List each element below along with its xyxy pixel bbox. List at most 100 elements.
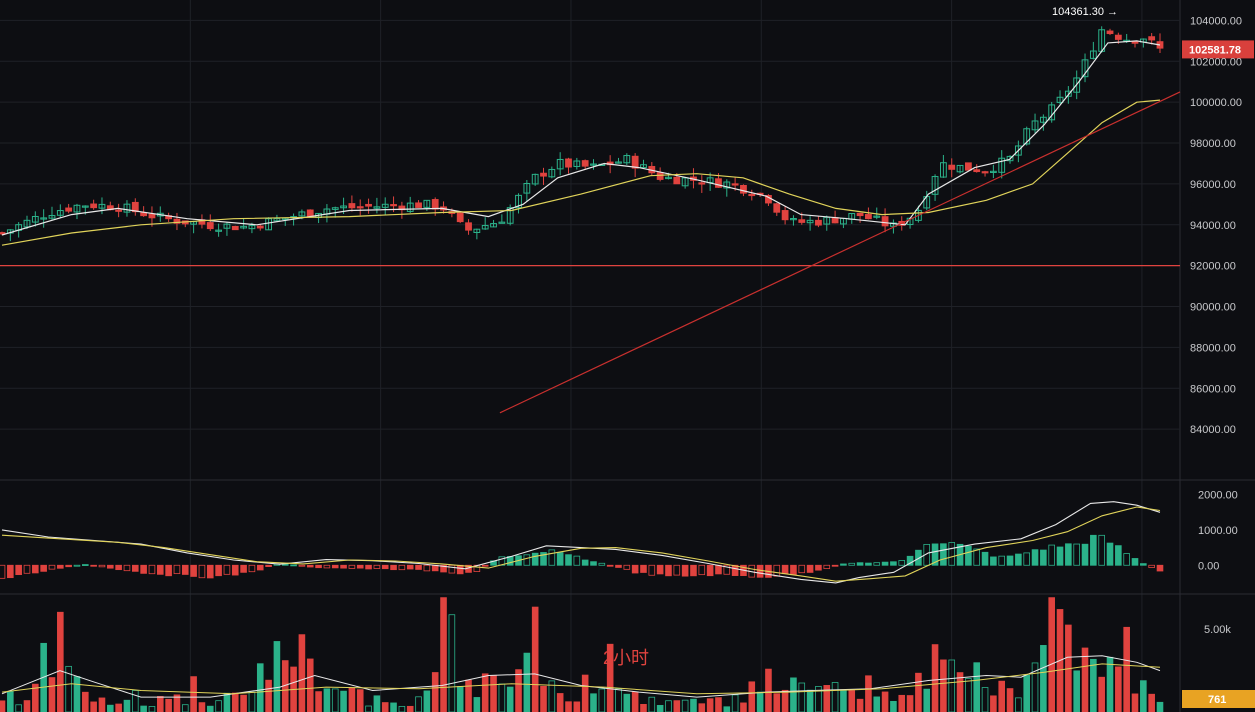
macd-bar <box>57 564 64 569</box>
macd-bar <box>415 564 422 570</box>
volume-bar <box>431 672 439 712</box>
macd-tick-label: 2000.00 <box>1198 490 1238 502</box>
macd-bar <box>881 561 889 566</box>
price-tick-label: 96000.00 <box>1190 179 1236 191</box>
volume-bars <box>0 597 1164 712</box>
volume-bar <box>898 694 906 712</box>
macd-bar <box>73 564 81 567</box>
candle-body <box>656 172 664 180</box>
macd-bar <box>348 564 356 569</box>
volume-bar <box>32 683 39 712</box>
candle-body <box>1056 96 1064 103</box>
candle-body <box>231 225 239 231</box>
volume-bar <box>57 611 64 712</box>
volume-bar <box>456 686 464 712</box>
candle-body <box>40 217 48 220</box>
volume-bar <box>406 705 414 712</box>
volume-bar <box>98 697 106 712</box>
candle-body <box>1023 128 1031 145</box>
candle-body <box>523 183 531 194</box>
volume-tick-label: 5.00k <box>1204 624 1231 636</box>
macd-bar <box>1140 563 1147 566</box>
macd-bar <box>815 564 822 571</box>
macd-bar <box>290 564 297 567</box>
candle-body <box>998 157 1006 173</box>
candle-body <box>473 228 481 234</box>
volume-bar <box>7 690 14 712</box>
price-tick-label: 92000.00 <box>1190 261 1236 273</box>
volume-bar <box>865 675 872 712</box>
candle-body <box>748 193 756 197</box>
candle-body <box>331 207 339 210</box>
candle-body <box>131 201 139 213</box>
candle-body <box>98 203 106 209</box>
volume-bar <box>423 690 431 712</box>
candle-body <box>1089 50 1097 59</box>
macd-bar <box>1148 564 1155 568</box>
price-tick-label: 94000.00 <box>1190 220 1236 232</box>
candle-body <box>1131 41 1139 44</box>
macd-bar <box>373 564 381 569</box>
macd-bar <box>440 564 447 573</box>
volume-bar <box>706 698 714 712</box>
macd-bar <box>965 545 972 566</box>
price-axis: 104000.00 102000.00 100000.00 98000.00 96000… <box>1190 15 1242 436</box>
volume-bar <box>390 702 397 712</box>
candle-body <box>715 178 722 188</box>
candle-body <box>806 219 814 224</box>
macd-bar <box>340 564 347 569</box>
macd-bar <box>140 564 147 574</box>
macd-bar <box>890 561 897 566</box>
volume-bar <box>581 674 589 712</box>
candle-body <box>565 158 572 168</box>
volume-bar <box>1140 680 1147 712</box>
macd-bar <box>390 564 397 571</box>
volume-bar <box>665 700 672 712</box>
candle-body <box>0 232 6 235</box>
macd-bar <box>731 564 739 576</box>
volume-bar <box>640 703 647 712</box>
macd-bar <box>581 559 589 566</box>
macd-bar <box>298 564 306 567</box>
volume-bar <box>331 688 339 712</box>
candle-body <box>881 216 889 227</box>
price-overlays: 102581.78 104361.30 → <box>0 6 1254 414</box>
macd-bar <box>990 556 997 566</box>
macd-bar <box>256 564 264 571</box>
macd-bar <box>615 564 622 568</box>
volume-bar <box>940 659 947 712</box>
last-volume-tag <box>1182 690 1255 708</box>
volume-bar <box>1048 597 1055 712</box>
volume-bar <box>848 690 856 712</box>
price-tick-label: 88000.00 <box>1190 342 1236 354</box>
macd-bar <box>331 564 339 569</box>
volume-bar <box>323 688 331 712</box>
price-tick-label: 90000.00 <box>1190 302 1236 314</box>
volume-bar <box>831 682 839 712</box>
candle-body <box>406 202 414 212</box>
macd-bar <box>790 564 797 576</box>
volume-bar <box>890 700 897 712</box>
macd-bar <box>1006 555 1014 566</box>
macd-axis: 2000.00 1000.00 0.00 <box>1198 490 1238 573</box>
macd-bar <box>1023 552 1031 566</box>
volume-bar <box>840 689 847 712</box>
candle-body <box>973 169 981 173</box>
candle-body <box>340 205 347 209</box>
macd-bar <box>931 543 939 566</box>
volume-bar <box>806 689 814 712</box>
candle-body <box>1148 36 1156 41</box>
volume-bar <box>473 697 481 712</box>
candle-body <box>115 209 123 212</box>
volume-bar <box>481 673 489 712</box>
volume-bar <box>531 606 539 712</box>
candle-body <box>590 163 597 166</box>
volume-bar <box>740 702 747 712</box>
candle-body <box>548 168 556 178</box>
volume-bar <box>573 701 581 712</box>
volume-bar <box>273 641 281 712</box>
volume-ma-lines <box>1 655 1161 698</box>
candle-body <box>23 219 31 228</box>
